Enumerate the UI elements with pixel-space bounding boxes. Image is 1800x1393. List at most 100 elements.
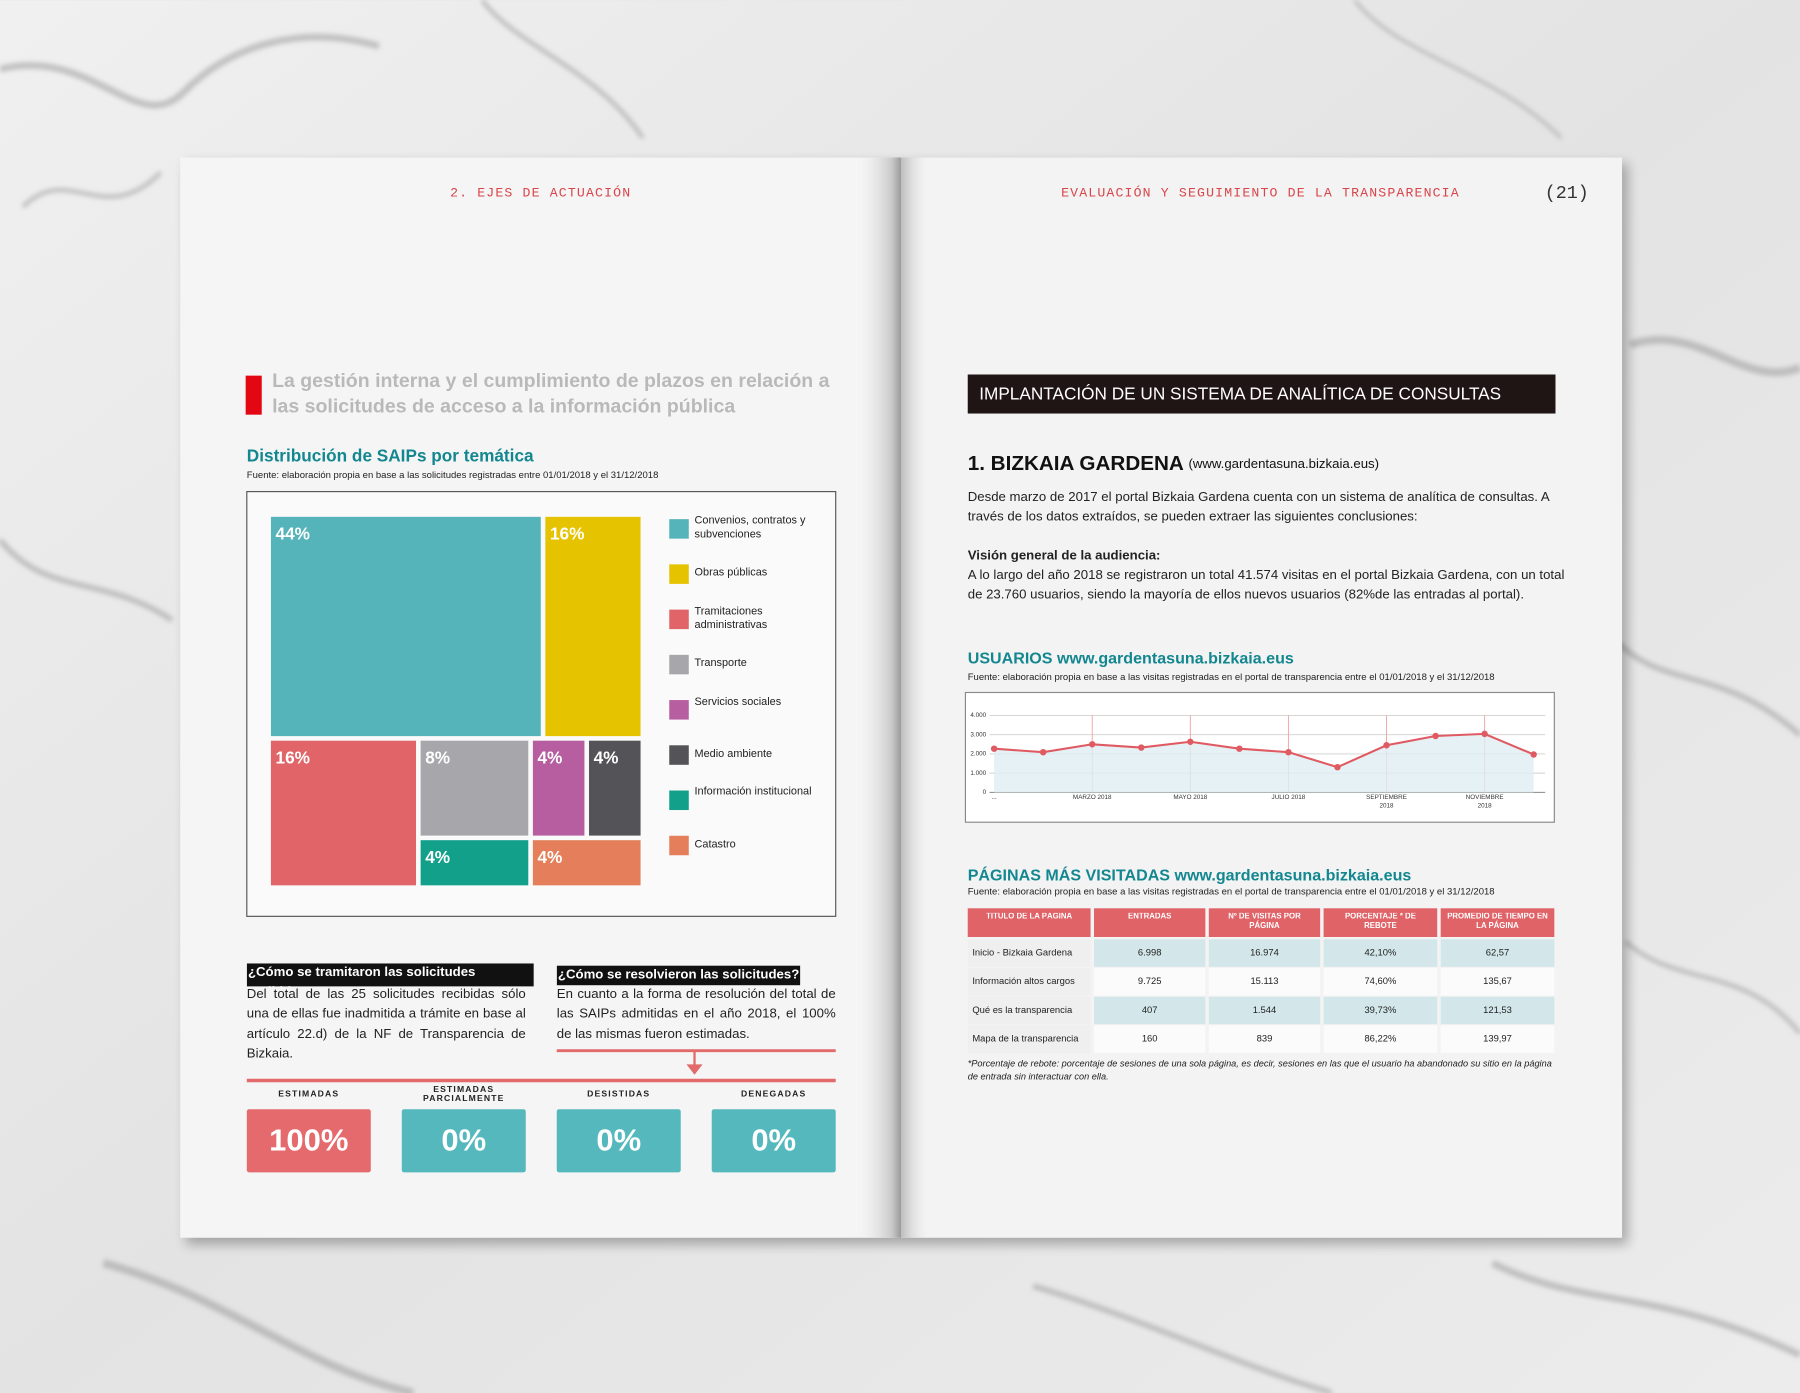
outcome-label: DESISTIDAS [587,1089,651,1099]
value-label: 44% [276,524,310,544]
subheading: Visión general de la audiencia: [967,548,1161,563]
legend-swatch [669,835,689,856]
legend-label: Transporte [694,657,747,670]
cell-text: 160 [1142,1033,1158,1044]
question-text-box: En cuanto a la forma de resolución del t… [556,987,836,1041]
banner-text: IMPLANTACIÓN DE UN SISTEMA DE ANALÍTICA … [979,384,1501,404]
y-tick-label: 3.000 [970,731,986,738]
x-tick-label-box: NOVIEMBRE 2018 [1466,795,1504,809]
chart-subtitle: Fuente: elaboración propia en base a las… [968,672,1495,683]
treemap-cell [420,840,529,886]
legend-swatch [669,609,689,630]
outcome-label-box: DESISTIDAS [587,1089,651,1099]
treemap-cell [270,740,417,886]
cell-text: 42,10% [1364,947,1397,958]
header-text: Nº DE VISITAS POR PÁGINA [1228,912,1301,930]
paragraph: A lo largo del año 2018 se registraron u… [967,568,1565,602]
chart-title: USUARIOS www.gardentasuna.bizkaia.eus [968,649,1294,667]
x-tick-label: ... [991,794,997,802]
header-cell [1323,908,1438,937]
header-text: PORCENTAJE * DE REBOTE [1344,912,1416,930]
header-cell [967,908,1091,937]
cell-text: 16.974 [1250,947,1279,958]
page-number: (21) [1545,183,1589,204]
area-fill [994,733,1534,793]
header-text-box: TÍTULO DE LA PÁGINA [986,912,1073,921]
legend-label-box: Catastro [695,838,736,851]
outcome-box [401,1109,526,1173]
cell-text: 121,53 [1483,1004,1512,1015]
cell [1323,939,1438,967]
legend-swatch [669,564,689,584]
cell-text: 1.544 [1253,1004,1277,1015]
running-head: EVALUACIÓN Y SEGUIMIENTO DE LA TRANSPARE… [1061,186,1460,201]
legend-label-box: Transporte [694,657,747,670]
header-cell [1094,908,1206,937]
legend-swatch [669,790,689,811]
cell [1208,967,1321,996]
cell [967,1025,1091,1053]
question-title-box: ¿Cómo se resolvieron las solicitudes? [556,965,801,986]
footnote: *Porcentaje de rebote: porcentaje de ses… [967,1058,1552,1082]
x-tick-label-box: ... [991,794,997,802]
value-label: 16% [276,748,310,768]
treemap-cell [545,516,641,737]
legend-swatch [669,654,689,675]
cell-text: Información altos cargos [972,975,1075,986]
question-text-box: Del total de las 25 solicitudes recibida… [247,988,526,1061]
legend-swatch [669,519,689,539]
outcome-value: 0% [751,1123,796,1158]
cell [967,967,1091,996]
treemap-cell [589,740,641,836]
cell [1094,1025,1206,1053]
footnote-box: *Porcentaje de rebote: porcentaje de ses… [967,1058,1552,1082]
header-text-box: ENTRADAS [1128,913,1171,921]
arrow-head [686,1064,703,1075]
value-label: 4% [425,847,450,867]
legend-swatch [669,745,689,765]
question-title: ¿Cómo se resolvieron las solicitudes? [556,965,801,986]
point [1236,745,1243,752]
y-tick-label: 4.000 [970,712,986,719]
value-label: 4% [537,748,562,768]
cell-text: 839 [1257,1033,1273,1044]
outcome-label-box: ESTIMADAS PARCIALMENTE [423,1085,505,1103]
lower-left: ¿Cómo se tramitaron las solicitudes reci… [246,963,836,1173]
point [1138,744,1145,751]
outcome-label-box: DENEGADAS [741,1089,807,1099]
cell-text: 74,60% [1364,975,1397,986]
spine-left [855,157,902,1238]
treemap-cell [532,840,641,886]
point [1089,741,1096,748]
cell-text: Qué es la transparencia [972,1004,1073,1015]
cell [1208,1025,1321,1053]
outcome-label: ESTIMADAS PARCIALMENTE [423,1085,505,1103]
outcome-value: 0% [441,1123,486,1158]
outcome-value: 100% [269,1123,348,1158]
spacer [968,527,1565,547]
header-text: TÍTULO DE LA PÁGINA [986,912,1073,921]
treemap-cell [532,740,585,836]
chart-subtitle: Fuente: elaboración propia en base a las… [247,470,659,481]
header-text-box: PORCENTAJE * DE REBOTE [1344,912,1416,930]
cell-text: 135,67 [1483,975,1512,986]
cell [967,939,1091,967]
heading: 1. BIZKAIA GARDENA (www.gardentasuna.bizk… [968,453,1379,476]
header-text-box: PROMEDIO DE TIEMPO EN LA PÁGINA [1447,913,1548,930]
point [1039,748,1047,756]
x-tick-label: JULIO 2018 [1271,794,1306,802]
outcome-box [556,1109,681,1173]
x-tick-label-box: SEPTIEMBRE 2018 [1366,795,1407,809]
cell-text: 39,73% [1364,1004,1397,1015]
outcome-label: DENEGADAS [741,1089,807,1099]
point [1334,763,1341,771]
x-tick-label-box: JULIO 2018 [1271,794,1306,802]
charts: Distribución de SAIPs por temática Fuente… [247,446,1546,886]
legend-label-box: Obras públicas [695,567,768,580]
intro: Desde marzo de 2017 el portal Bizkaia Ga… [967,490,1549,524]
cell [1440,967,1555,996]
question-text: En cuanto a la forma de resolución del t… [556,987,836,1041]
table-source: Fuente: elaboración propia en base a las… [968,887,1495,898]
treemap-cell [270,516,541,737]
